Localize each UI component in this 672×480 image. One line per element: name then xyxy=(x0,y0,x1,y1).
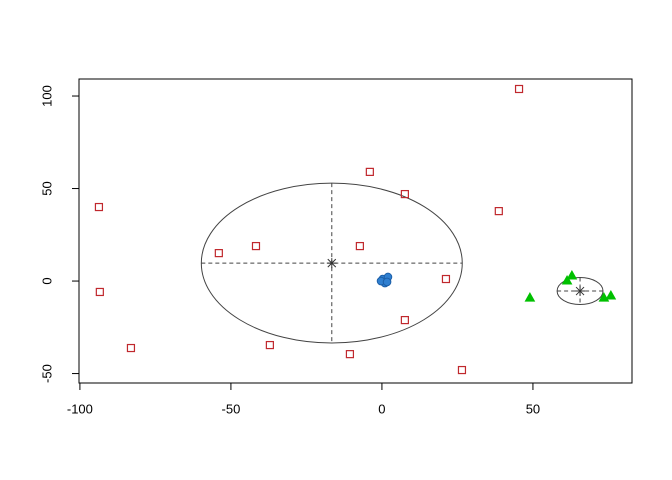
point xyxy=(514,84,524,94)
point xyxy=(265,340,274,350)
point xyxy=(566,270,578,280)
point xyxy=(605,290,617,300)
x-tick-label: 0 xyxy=(378,401,385,416)
centroid xyxy=(575,286,586,297)
point xyxy=(94,202,104,212)
point xyxy=(441,274,451,284)
point xyxy=(345,350,355,359)
point xyxy=(457,365,467,375)
point xyxy=(524,292,536,302)
point xyxy=(561,275,573,285)
plot-box xyxy=(78,78,633,384)
x-tick-label: -100 xyxy=(67,401,93,416)
centroid xyxy=(326,258,337,269)
point xyxy=(494,207,503,216)
point xyxy=(95,287,104,297)
y-tick-label: -50 xyxy=(39,364,54,383)
point xyxy=(400,315,409,325)
point xyxy=(382,277,392,287)
x-tick-label: 50 xyxy=(526,401,540,416)
y-tick-label: 100 xyxy=(39,85,54,107)
point xyxy=(126,343,136,353)
point xyxy=(400,189,409,199)
y-tick-label: 0 xyxy=(39,277,54,284)
point xyxy=(365,167,374,176)
point xyxy=(355,241,364,251)
x-tick-label: -50 xyxy=(222,401,241,416)
y-tick-label: 50 xyxy=(39,181,54,195)
point xyxy=(251,241,261,251)
point xyxy=(214,249,223,258)
